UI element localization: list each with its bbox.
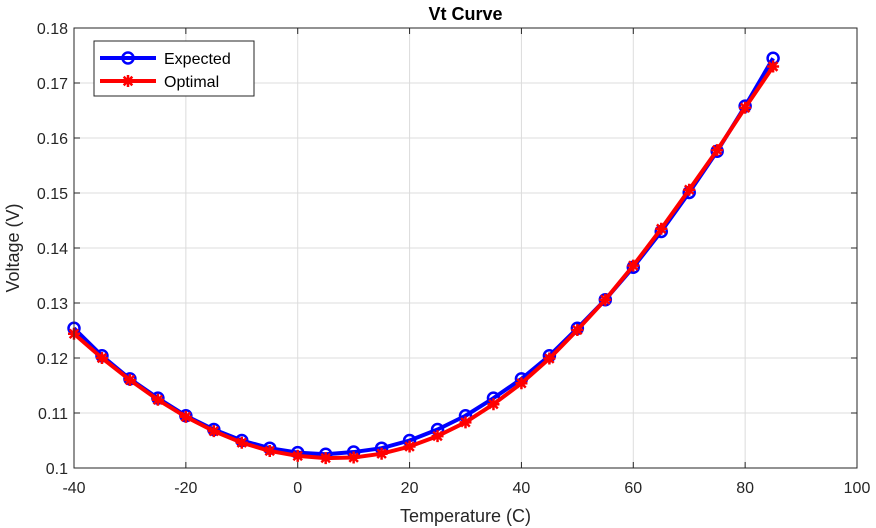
data-point-optimal (711, 144, 724, 157)
y-axis-label: Voltage (V) (3, 203, 23, 292)
x-tick-label: -20 (174, 480, 197, 497)
data-point-optimal (459, 416, 472, 429)
chart-title: Vt Curve (428, 4, 502, 24)
data-point-optimal (263, 444, 276, 457)
tick-labels: -40 -20 0 20 40 60 80 100 0.1 0.11 0.12 0.13 0.14 0.1… (37, 21, 871, 497)
x-tick-label: 20 (401, 480, 419, 497)
x-tick-label: 40 (513, 480, 531, 497)
legend-marker-optimal (122, 75, 134, 87)
data-point-optimal (95, 352, 108, 364)
data-point-optimal (515, 377, 528, 390)
data-point-optimal (319, 452, 332, 465)
x-axis-label: Temperature (C) (400, 506, 531, 526)
data-point-optimal (543, 352, 556, 365)
data-point-optimal (123, 374, 136, 386)
x-tick-label: 60 (624, 480, 642, 497)
data-point-optimal (599, 293, 612, 306)
data-point-optimal (347, 451, 360, 464)
y-tick-label: 0.16 (37, 131, 68, 148)
data-point-optimal (739, 101, 752, 114)
legend-entry-optimal: Optimal (100, 74, 219, 91)
series-line-optimal (72, 65, 775, 461)
x-tick-label: 80 (736, 480, 754, 497)
data-point-optimal (207, 425, 220, 438)
legend-label-expected: Expected (164, 51, 231, 68)
data-point-optimal (767, 60, 780, 73)
y-tick-label: 0.1 (46, 461, 68, 478)
data-point-optimal (487, 398, 500, 411)
x-tick-label: -40 (62, 480, 85, 497)
y-tick-label: 0.15 (37, 186, 68, 203)
y-tick-label: 0.18 (37, 21, 68, 38)
axis-ticks (73, 27, 858, 469)
series-layer (67, 51, 780, 465)
x-tick-label: 0 (293, 480, 302, 497)
data-point-optimal (655, 222, 668, 235)
data-point-optimal (403, 440, 416, 453)
data-point-optimal (431, 430, 444, 443)
legend-label-optimal: Optimal (164, 74, 219, 91)
data-point-optimal (375, 447, 388, 460)
data-point-optimal (683, 183, 696, 196)
data-point-optimal (627, 259, 640, 272)
legend: Expected Optimal (93, 40, 255, 97)
y-tick-label: 0.11 (38, 406, 68, 423)
legend-entry-expected: Expected (100, 51, 231, 68)
x-tick-label: 100 (844, 480, 871, 497)
data-point-optimal (179, 410, 192, 423)
data-point-optimal (151, 393, 164, 406)
legend-marker-expected (121, 51, 135, 65)
y-tick-label: 0.13 (37, 296, 68, 313)
y-tick-label: 0.12 (37, 351, 68, 368)
data-point-optimal (235, 436, 248, 449)
data-point-optimal (291, 449, 304, 462)
y-tick-label: 0.14 (37, 241, 68, 258)
legend-box (93, 40, 255, 97)
y-tick-label: 0.17 (37, 76, 68, 93)
data-point-optimal (571, 323, 584, 336)
